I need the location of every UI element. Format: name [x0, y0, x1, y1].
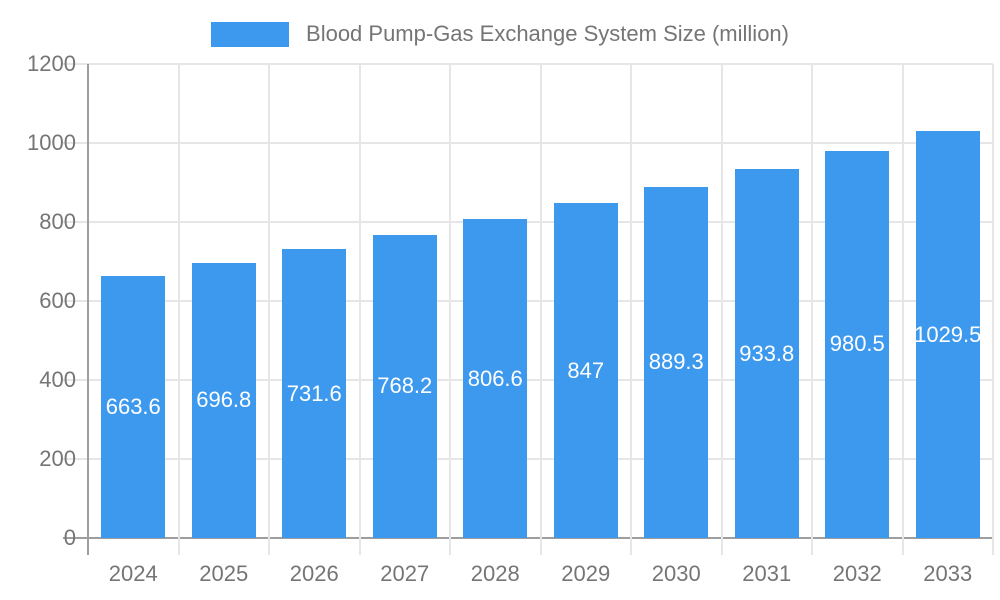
x-tick-label: 2028 — [470, 561, 520, 586]
bar-2030[interactable] — [644, 186, 709, 538]
bar-value-label: 980.5 — [829, 331, 885, 357]
x-tick-label: 2029 — [561, 561, 611, 586]
bar-value-label: 731.6 — [286, 380, 342, 406]
gridline-horizontal — [63, 379, 993, 381]
y-tick-label: 1000 — [27, 130, 76, 155]
x-tick-label: 2033 — [923, 561, 973, 586]
bar-value-label: 933.8 — [739, 340, 795, 366]
x-tick-label: 2030 — [651, 561, 701, 586]
x-tick-label: 2026 — [289, 561, 339, 586]
bar-2024[interactable] — [101, 275, 166, 538]
plot-area: 663.6 696.8 731.6 768.2 806.6 847 889.3 933.8 98… — [63, 63, 994, 555]
gridline-vertical — [901, 64, 904, 555]
bar-2027[interactable] — [372, 234, 437, 538]
bar-value-label: 1029.5 — [914, 321, 982, 347]
y-tick-label: 200 — [39, 446, 76, 471]
bar-2031[interactable] — [734, 169, 799, 538]
y-axis-line — [87, 64, 89, 555]
bar-value-label: 889.3 — [648, 349, 704, 375]
y-tick-label: 400 — [39, 367, 76, 392]
gridline-vertical — [630, 64, 632, 555]
gridline-vertical — [268, 64, 270, 555]
y-tick-label: 0 — [63, 525, 76, 550]
x-axis-baseline — [63, 537, 993, 539]
x-tick-label: 2031 — [742, 561, 792, 586]
legend-label: Blood Pump-Gas Exchange System Size (mil… — [306, 21, 789, 46]
bar-value-label: 806.6 — [467, 365, 523, 391]
x-tick-label: 2027 — [380, 561, 430, 586]
gridline-vertical — [177, 64, 180, 555]
gridline-horizontal — [63, 221, 993, 223]
bar-2029[interactable] — [553, 203, 618, 538]
gridline-vertical — [449, 64, 451, 555]
y-tick-label: 1200 — [27, 51, 76, 76]
gridline-vertical — [992, 64, 994, 555]
bar-2032[interactable] — [825, 150, 890, 538]
x-tick-label: 2025 — [199, 561, 249, 586]
bar-2033[interactable] — [915, 131, 980, 538]
gridline-vertical — [720, 64, 723, 555]
x-tick-label: 2024 — [108, 561, 158, 586]
bar-2028[interactable] — [463, 219, 528, 538]
gridline-horizontal — [63, 458, 993, 460]
gridline-horizontal — [63, 142, 993, 144]
chart-legend[interactable]: Blood Pump-Gas Exchange System Size (mil… — [0, 21, 1000, 47]
x-tick-label: 2032 — [832, 561, 882, 586]
legend-swatch — [211, 21, 290, 47]
gridline-horizontal — [63, 63, 993, 65]
gridline-horizontal — [63, 300, 993, 302]
gridline-vertical — [811, 64, 813, 555]
bar-2026[interactable] — [282, 249, 347, 538]
bar-value-label: 847 — [567, 357, 605, 383]
y-tick-label: 800 — [39, 209, 76, 234]
bar-value-label: 696.8 — [196, 387, 252, 413]
y-tick-label: 600 — [39, 288, 76, 313]
bar-value-label: 663.6 — [105, 393, 161, 419]
gridline-vertical — [358, 64, 361, 555]
bar-value-label: 768.2 — [377, 373, 433, 399]
gridline-vertical — [539, 64, 542, 555]
bar-2025[interactable] — [191, 262, 256, 538]
